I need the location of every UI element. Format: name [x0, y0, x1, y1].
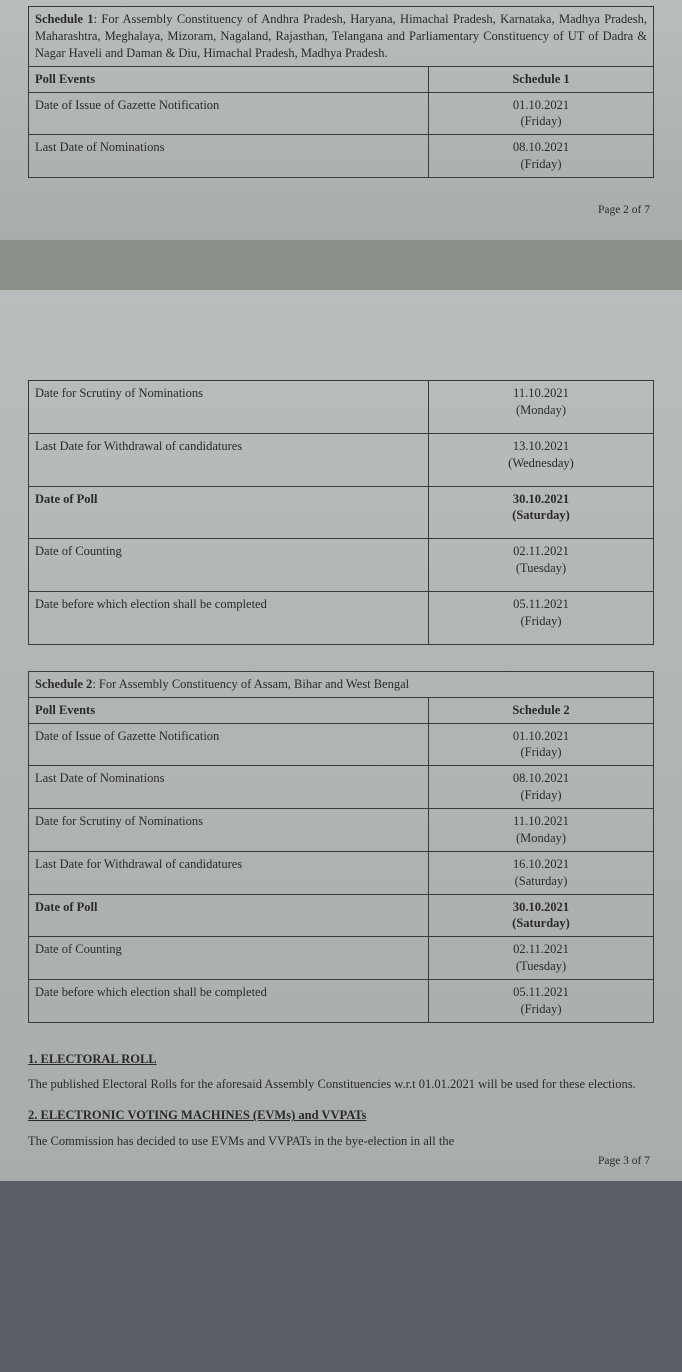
date-cell: 11.10.2021(Monday) [429, 381, 654, 434]
table-row: Last Date for Withdrawal of candidatures… [29, 851, 654, 894]
event-cell: Date before which election shall be comp… [29, 980, 429, 1023]
header-schedule2: Schedule 2 [429, 697, 654, 723]
schedule1-table-top: Schedule 1: For Assembly Constituency of… [28, 6, 654, 178]
date-cell: 02.11.2021(Tuesday) [429, 937, 654, 980]
header-poll-events: Poll Events [29, 66, 429, 92]
event-cell: Last Date of Nominations [29, 135, 429, 178]
page-number-2: Page 2 of 7 [28, 204, 654, 216]
date-cell: 02.11.2021(Tuesday) [429, 539, 654, 592]
table-row: Date before which election shall be comp… [29, 980, 654, 1023]
page-2: Schedule 1: For Assembly Constituency of… [0, 0, 682, 240]
table-row: Date of Issue of Gazette Notification01.… [29, 92, 654, 135]
page-3: Date for Scrutiny of Nominations11.10.20… [0, 290, 682, 1181]
event-cell: Date for Scrutiny of Nominations [29, 381, 429, 434]
event-cell: Date of Issue of Gazette Notification [29, 92, 429, 135]
event-cell: Date of Counting [29, 937, 429, 980]
date-cell: 13.10.2021(Wednesday) [429, 433, 654, 486]
event-cell: Date of Poll [29, 894, 429, 937]
section-evm-vvpat: 2. ELECTRONIC VOTING MACHINES (EVMs) and… [28, 1105, 654, 1171]
event-cell: Date for Scrutiny of Nominations [29, 809, 429, 852]
section2-body: The Commission has decided to use EVMs a… [28, 1131, 654, 1152]
table-row: Poll Events Schedule 1 [29, 66, 654, 92]
table-row: Last Date of Nominations08.10.2021(Frida… [29, 766, 654, 809]
event-cell: Date of Issue of Gazette Notification [29, 723, 429, 766]
schedule1-rest: : For Assembly Constituency of Andhra Pr… [35, 12, 647, 60]
table-row: Date of Counting02.11.2021(Tuesday) [29, 539, 654, 592]
date-cell: 16.10.2021(Saturday) [429, 851, 654, 894]
section1-body: The published Electoral Rolls for the af… [28, 1074, 654, 1095]
table-row: Schedule 2: For Assembly Constituency of… [29, 671, 654, 697]
table-row: Last Date for Withdrawal of candidatures… [29, 433, 654, 486]
date-cell: 08.10.2021(Friday) [429, 766, 654, 809]
schedule1-title-cell: Schedule 1: For Assembly Constituency of… [29, 7, 654, 67]
event-cell: Date of Counting [29, 539, 429, 592]
table-row: Schedule 1: For Assembly Constituency of… [29, 7, 654, 67]
event-cell: Date before which election shall be comp… [29, 592, 429, 645]
header-poll-events: Poll Events [29, 697, 429, 723]
event-cell: Date of Poll [29, 486, 429, 539]
table-row: Date of Issue of Gazette Notification01.… [29, 723, 654, 766]
schedule1-bottom-table: Date for Scrutiny of Nominations11.10.20… [28, 380, 654, 645]
schedule2-title-cell: Schedule 2: For Assembly Constituency of… [29, 671, 654, 697]
table-row: Date of Poll30.10.2021(Saturday) [29, 486, 654, 539]
table-row: Date for Scrutiny of Nominations11.10.20… [29, 809, 654, 852]
section1-head: 1. ELECTORAL ROLL [28, 1049, 654, 1070]
table-row: Poll Events Schedule 2 [29, 697, 654, 723]
table-row: Last Date of Nominations08.10.2021(Frida… [29, 135, 654, 178]
section-electoral-roll: 1. ELECTORAL ROLL The published Electora… [28, 1049, 654, 1096]
schedule2-prefix: Schedule 2 [35, 677, 92, 691]
schedule1-top-table: Schedule 1: For Assembly Constituency of… [28, 6, 654, 178]
date-cell: 01.10.2021(Friday) [429, 723, 654, 766]
date-cell: 08.10.2021(Friday) [429, 135, 654, 178]
page-gap [0, 240, 682, 290]
event-cell: Last Date for Withdrawal of candidatures [29, 851, 429, 894]
schedule2-table: Schedule 2: For Assembly Constituency of… [28, 671, 654, 1023]
table-row: Date of Counting02.11.2021(Tuesday) [29, 937, 654, 980]
table-row: Date of Poll30.10.2021(Saturday) [29, 894, 654, 937]
schedule1-prefix: Schedule 1 [35, 12, 94, 26]
schedule1-table-bottom: Date for Scrutiny of Nominations11.10.20… [28, 380, 654, 645]
date-cell: 01.10.2021(Friday) [429, 92, 654, 135]
table-row: Date for Scrutiny of Nominations11.10.20… [29, 381, 654, 434]
date-cell: 30.10.2021(Saturday) [429, 894, 654, 937]
schedule2-table-block: Schedule 2: For Assembly Constituency of… [28, 671, 654, 1023]
header-schedule1: Schedule 1 [429, 66, 654, 92]
section2-head: 2. ELECTRONIC VOTING MACHINES (EVMs) and… [28, 1105, 654, 1126]
event-cell: Last Date of Nominations [29, 766, 429, 809]
date-cell: 11.10.2021(Monday) [429, 809, 654, 852]
table-row: Date before which election shall be comp… [29, 592, 654, 645]
date-cell: 30.10.2021(Saturday) [429, 486, 654, 539]
date-cell: 05.11.2021(Friday) [429, 592, 654, 645]
schedule2-rest: : For Assembly Constituency of Assam, Bi… [92, 677, 409, 691]
event-cell: Last Date for Withdrawal of candidatures [29, 433, 429, 486]
date-cell: 05.11.2021(Friday) [429, 980, 654, 1023]
page-number-3: Page 3 of 7 [28, 1152, 654, 1172]
